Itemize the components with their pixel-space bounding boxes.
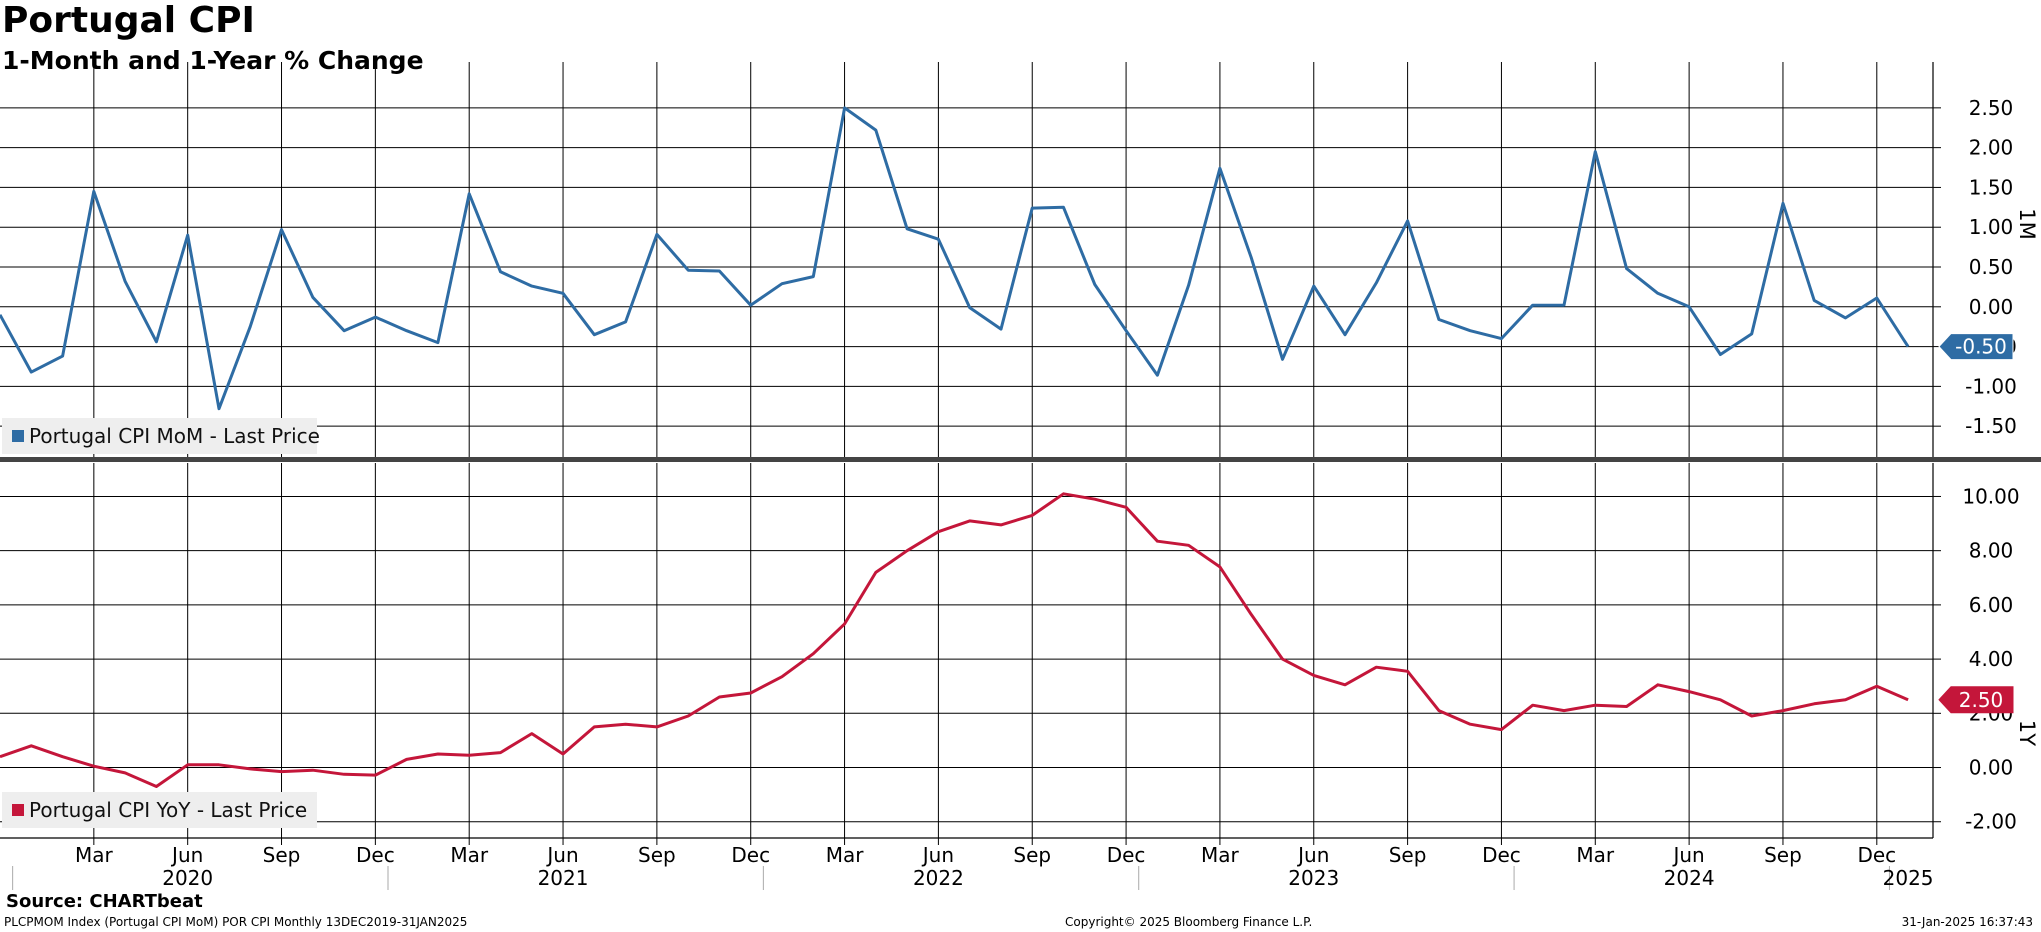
x-month-label: Jun [1296, 843, 1329, 867]
x-month-label: Dec [1107, 843, 1146, 867]
x-month-label: Sep [1013, 843, 1051, 867]
x-month-label: Sep [638, 843, 676, 867]
axis-title-1y: 1Y [2015, 720, 2039, 746]
y-tick-label: 4.00 [1969, 647, 2014, 671]
y-tick-label: 2.50 [1969, 96, 2014, 120]
y-tick-label: -1.50 [1965, 414, 2017, 438]
x-month-label: Mar [450, 843, 489, 867]
x-year-label: 2025 [1883, 866, 1934, 890]
last-value-text: -0.50 [1955, 335, 2007, 359]
y-tick-label: 0.00 [1969, 756, 2014, 780]
legend-swatch [12, 430, 24, 442]
y-tick-label: 8.00 [1969, 539, 2014, 563]
x-month-label: Sep [1389, 843, 1427, 867]
mom-panel: 2.50 2.00 1.50 1.00 0.50 0.00 -0.50 -1.00 -1.50 1… [0, 62, 2039, 458]
x-month-label: Mar [1576, 843, 1615, 867]
y-tick-label: 10.00 [1962, 484, 2019, 508]
legend-yoy: Portugal CPI YoY - Last Price [2, 792, 317, 828]
timestamp: 31-Jan-2025 16:37:43 [1901, 915, 2033, 929]
x-year-label: 2024 [1664, 866, 1715, 890]
x-month-label: Mar [75, 843, 114, 867]
axis-title-1m: 1M [2015, 208, 2039, 239]
y-tick-label: 0.00 [1969, 295, 2014, 319]
series-line [0, 106, 1910, 411]
y-tick-label: -2.00 [1965, 810, 2017, 834]
y-tick-label: 1.50 [1969, 175, 2014, 199]
x-year-label: 2023 [1288, 866, 1339, 890]
x-axis: Mar Jun Sep Dec Mar Jun Sep Dec Mar Jun Sep Dec Mar J… [12, 838, 1934, 890]
panel-divider [0, 457, 2041, 462]
x-month-label: Mar [1201, 843, 1240, 867]
x-month-label: Mar [826, 843, 865, 867]
legend-mom: Portugal CPI MoM - Last Price [2, 418, 320, 454]
x-month-label: Dec [1482, 843, 1521, 867]
legend-label: Portugal CPI MoM - Last Price [29, 424, 320, 448]
legend-label: Portugal CPI YoY - Last Price [29, 798, 307, 822]
x-year-label: 2020 [162, 866, 213, 890]
copyright-notice: Copyright© 2025 Bloomberg Finance L.P. [1065, 915, 1313, 929]
y-tick-label: -1.00 [1965, 374, 2017, 398]
series-line [0, 492, 1909, 788]
chart-title: Portugal CPI [2, 0, 255, 41]
index-info: PLCPMOM Index (Portugal CPI MoM) POR CPI… [4, 915, 468, 929]
x-month-label: Sep [263, 843, 301, 867]
y-tick-label: 2.00 [1969, 136, 2014, 160]
yoy-panel: 10.008.006.004.002.000.00-2.001Y2.50Port… [0, 463, 2039, 838]
legend-swatch [12, 804, 24, 816]
last-value-tag: -0.50 [1938, 333, 2014, 361]
y-tick-label: 6.00 [1969, 593, 2014, 617]
last-value-tag: 2.50 [1938, 686, 2014, 714]
legend-background [2, 418, 317, 454]
y-tick-label: 1.00 [1969, 215, 2014, 239]
last-value-text: 2.50 [1959, 688, 2004, 712]
x-month-label: Dec [1857, 843, 1896, 867]
x-year-label: 2022 [913, 866, 964, 890]
legend-background [2, 792, 317, 828]
x-year-label: 2021 [538, 866, 589, 890]
y-tick-label: 0.50 [1969, 255, 2014, 279]
x-month-label: Jun [170, 843, 203, 867]
source-label: Source: CHARTbeat [6, 891, 203, 912]
last-value-badge [1938, 686, 2014, 714]
x-month-label: Sep [1764, 843, 1802, 867]
last-value-badge [1938, 333, 2014, 361]
x-month-label: Jun [545, 843, 578, 867]
x-month-label: Dec [731, 843, 770, 867]
x-month-label: Jun [1671, 843, 1704, 867]
x-month-label: Dec [356, 843, 395, 867]
chart-subtitle: 1-Month and 1-Year % Change [2, 46, 424, 75]
x-month-label: Jun [921, 843, 954, 867]
